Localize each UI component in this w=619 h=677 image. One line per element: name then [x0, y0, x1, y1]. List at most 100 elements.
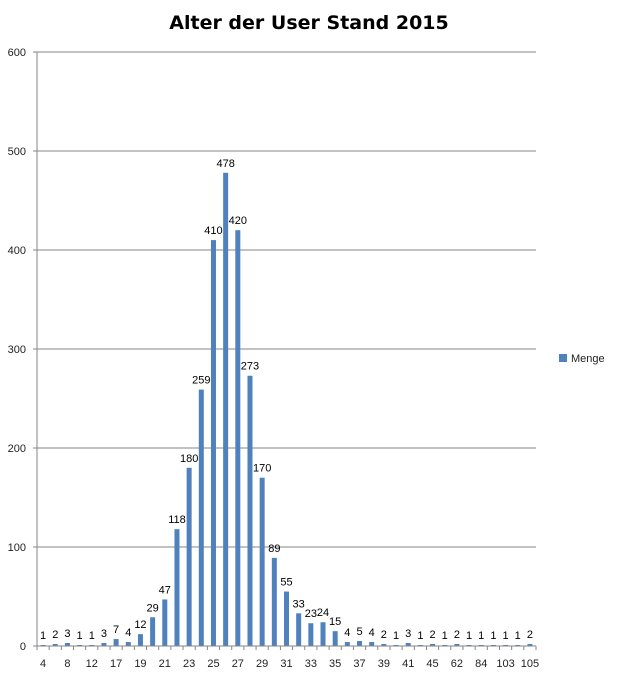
- bar: [223, 172, 229, 646]
- x-tick-label: 45: [426, 658, 438, 670]
- bar: [137, 634, 143, 646]
- data-label: 2: [527, 629, 533, 641]
- bar: [113, 639, 119, 646]
- data-label: 2: [381, 629, 387, 641]
- bar: [186, 467, 192, 646]
- x-tick-label: 41: [402, 658, 414, 670]
- data-label: 12: [134, 619, 146, 631]
- bar: [527, 644, 533, 646]
- x-tick-label: 84: [475, 658, 487, 670]
- bar: [247, 375, 253, 646]
- x-tick-label: 29: [256, 658, 268, 670]
- data-label: 1: [40, 630, 46, 642]
- data-label: 420: [229, 215, 247, 227]
- data-label: 4: [344, 627, 350, 639]
- data-label: 118: [168, 514, 186, 526]
- data-label: 1: [417, 630, 423, 642]
- bar: [198, 389, 204, 646]
- data-label: 29: [146, 602, 158, 614]
- bar: [64, 643, 70, 646]
- data-label: 478: [216, 158, 234, 170]
- data-label: 1: [89, 630, 95, 642]
- data-label: 33: [293, 598, 305, 610]
- data-label: 15: [329, 616, 341, 628]
- data-label: 1: [515, 630, 521, 642]
- bar: [125, 642, 131, 646]
- y-tick-label: 200: [8, 443, 26, 455]
- x-tick-label: 25: [207, 658, 219, 670]
- y-tick-label: 100: [8, 542, 26, 554]
- grid-lines: [37, 51, 536, 548]
- y-tick-label: 600: [8, 47, 26, 59]
- bar: [332, 631, 338, 646]
- x-tick-label: 35: [329, 658, 341, 670]
- bars: [40, 172, 533, 646]
- bar: [344, 642, 350, 646]
- data-label: 3: [101, 628, 107, 640]
- bar: [430, 644, 436, 646]
- bar: [381, 644, 387, 646]
- data-label: 273: [241, 361, 259, 373]
- data-label: 1: [442, 630, 448, 642]
- x-tick-label: 105: [521, 658, 539, 670]
- data-label: 170: [253, 463, 271, 475]
- x-tick-label: 33: [305, 658, 317, 670]
- chart-title: Alter der User Stand 2015: [169, 12, 448, 34]
- bar: [150, 617, 156, 646]
- x-axis: 4 8 12 17 19 21 23 25 27 29 31 33 35 37 39 41 45 62 84 103 1…: [36, 645, 539, 670]
- data-label: 2: [429, 629, 435, 641]
- data-label: 55: [280, 577, 292, 589]
- x-tick-label: 8: [64, 658, 70, 670]
- x-tick-label: 23: [183, 658, 195, 670]
- x-tick-label: 17: [110, 658, 122, 670]
- legend-swatch: [559, 354, 567, 362]
- data-label: 3: [64, 628, 70, 640]
- x-tick-label: 103: [496, 658, 514, 670]
- data-label: 2: [52, 629, 58, 641]
- bar: [405, 643, 411, 646]
- bar: [235, 230, 241, 646]
- data-label: 1: [466, 630, 472, 642]
- data-label: 4: [125, 627, 131, 639]
- data-label: 23: [305, 608, 317, 620]
- data-label: 1: [478, 630, 484, 642]
- bar: [308, 623, 314, 646]
- y-tick-label: 400: [8, 245, 26, 257]
- data-label: 1: [77, 630, 83, 642]
- data-label: 7: [113, 624, 119, 636]
- bar: [357, 641, 363, 646]
- bar: [101, 643, 107, 646]
- bar: [210, 240, 216, 646]
- bar: [174, 529, 180, 646]
- bar: [369, 642, 375, 646]
- x-tick-label: 27: [232, 658, 244, 670]
- data-label: 3: [405, 628, 411, 640]
- y-axis: 0 100 200 300 400 500 600: [8, 47, 38, 653]
- data-label: 24: [317, 607, 329, 619]
- data-label: 5: [356, 626, 362, 638]
- data-label: 89: [268, 543, 280, 555]
- data-label: 47: [159, 584, 171, 596]
- bar: [454, 644, 460, 646]
- x-tick-label: 12: [86, 658, 98, 670]
- bar: [320, 622, 326, 646]
- data-label: 1: [503, 630, 509, 642]
- x-tick-label: 39: [378, 658, 390, 670]
- data-labels: 1 2 3 1 1 3 7 412294711818025941047842027317089…: [40, 158, 533, 642]
- data-label: 1: [393, 630, 399, 642]
- bar: [271, 557, 277, 646]
- x-tick-label: 4: [40, 658, 46, 670]
- y-tick-label: 300: [8, 344, 26, 356]
- bar: [259, 477, 265, 646]
- x-tick-label: 19: [134, 658, 146, 670]
- data-label: 2: [454, 629, 460, 641]
- x-tick-label: 21: [159, 658, 171, 670]
- data-label: 259: [192, 375, 210, 387]
- y-tick-label: 500: [8, 146, 26, 158]
- bar: [52, 644, 58, 646]
- legend-label: Menge: [571, 353, 605, 365]
- bar: [296, 613, 302, 646]
- x-tick-label: 31: [280, 658, 292, 670]
- data-label: 4: [369, 627, 375, 639]
